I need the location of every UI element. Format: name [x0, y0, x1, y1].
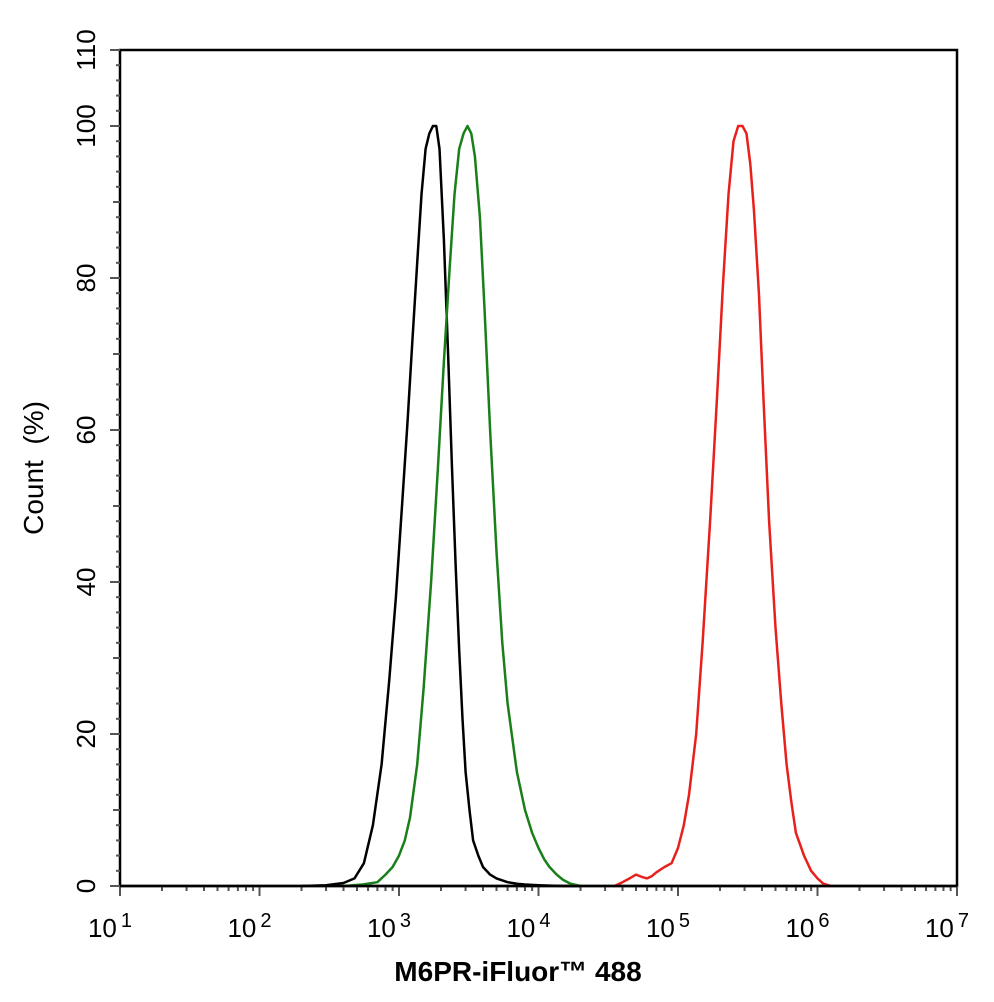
x-tick-exponent: 2: [260, 910, 271, 932]
y-axis-ticks: 0 20 40 60 80 100 110: [71, 29, 120, 893]
x-tick-exponent: 3: [400, 910, 411, 932]
x-tick-base: 10: [88, 913, 117, 943]
plot-frame: [118, 48, 959, 888]
x-tick-label: 10 7: [925, 910, 969, 943]
x-tick-base: 10: [227, 913, 256, 943]
x-tick-base: 10: [367, 913, 396, 943]
series-line-2: [342, 124, 582, 888]
x-tick-base: 10: [785, 913, 814, 943]
x-axis-ticks: 10 1 10 2 10 3 10 4 10 5 10 6 10 7: [88, 886, 969, 943]
y-tick-label: 0: [71, 879, 101, 893]
x-tick-label: 10 2: [227, 910, 271, 943]
x-tick-label: 10 5: [646, 910, 690, 943]
x-tick-base: 10: [506, 913, 535, 943]
x-axis-label: M6PR-iFluor™ 488: [394, 956, 641, 987]
y-axis-label: Count (%): [18, 401, 49, 535]
y-tick-label: 100: [71, 104, 101, 147]
series-line-1: [300, 124, 582, 888]
y-tick-label: 60: [71, 416, 101, 445]
x-tick-base: 10: [925, 913, 954, 943]
y-tick-label: 20: [71, 720, 101, 749]
x-tick-label: 10 1: [88, 910, 132, 943]
x-tick-exponent: 5: [679, 910, 690, 932]
y-tick-label: 80: [71, 264, 101, 293]
x-tick-label: 10 6: [785, 910, 829, 943]
x-tick-base: 10: [646, 913, 675, 943]
x-tick-exponent: 4: [539, 910, 550, 932]
y-tick-label: 110: [71, 29, 101, 70]
series-line-3: [613, 124, 833, 888]
x-tick-exponent: 6: [818, 910, 829, 932]
y-tick-label: 40: [71, 568, 101, 597]
x-tick-exponent: 7: [958, 910, 969, 932]
x-tick-label: 10 4: [506, 910, 550, 943]
data-series: [120, 124, 957, 888]
x-tick-exponent: 1: [121, 910, 132, 932]
x-tick-label: 10 3: [367, 910, 411, 943]
